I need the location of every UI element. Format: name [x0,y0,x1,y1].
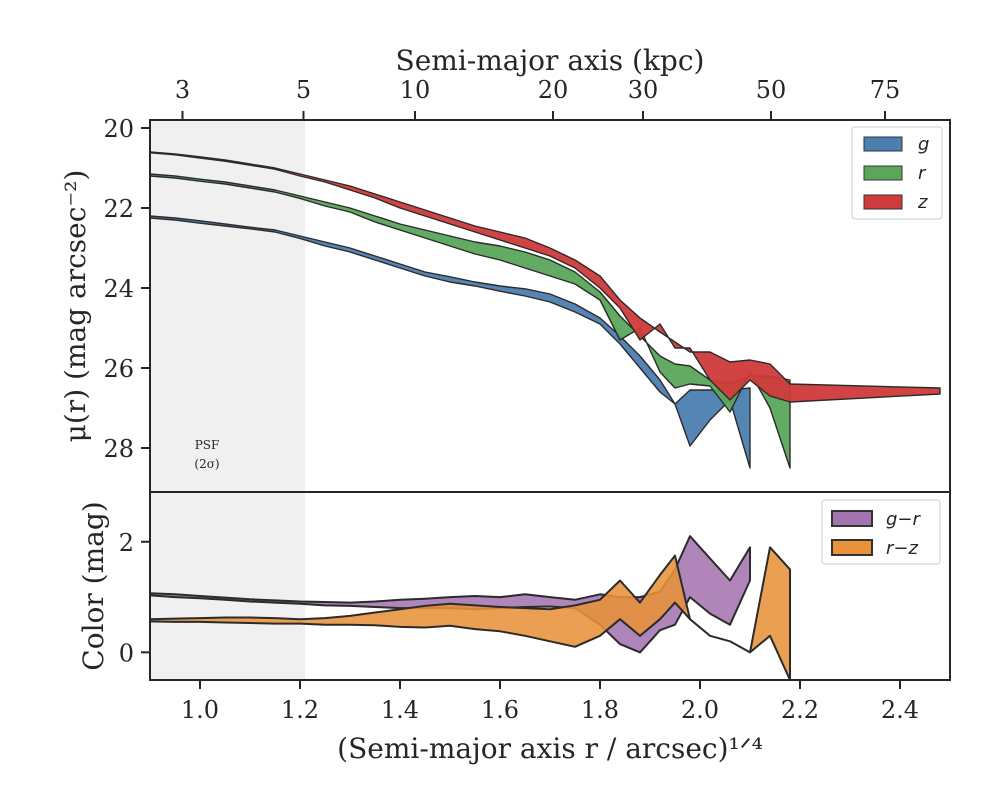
y-tick-label: 24 [103,275,134,303]
x-tick-label: 1.0 [181,696,219,724]
top-axis-label: Semi-major axis (kpc) [396,44,705,77]
y-tick-label: 2 [119,529,134,557]
legend-label-z: z [917,192,928,213]
psf-label-line2: (2σ) [194,457,219,471]
x-tick-label: 2.4 [881,696,919,724]
y-tick-label: 0 [119,639,134,667]
bottom-y-axis-label: Color (mag) [77,501,110,670]
color-panel: 02 1.0 1.2 1.4 1.6 1.8 2.0 2.2 2.4 Color (mag) … [77,491,951,765]
legend-swatch-r [863,165,903,181]
x-tick-label: 2.2 [781,696,819,724]
y-tick-label: 28 [103,435,134,463]
bottom-panel-frame [149,491,951,681]
series-band-g [149,215,751,469]
top-legend: g r z [851,126,943,220]
bottom-x-ticks: 1.0 1.2 1.4 1.6 1.8 2.0 2.2 2.4 [181,680,919,724]
y-tick-label: 26 [103,355,134,383]
bottom-legend: g−r r−z [821,499,941,565]
x-tick-label: 1.8 [581,696,619,724]
legend-label-g-minus-r: g−r [886,509,922,530]
top-y-ticks: 20 22 24 26 28 [103,115,150,463]
legend-swatch-r-minus-z [831,539,873,556]
y-tick-label: 20 [103,115,134,143]
x-tick-label: 1.6 [481,696,519,724]
top-series-layer [149,151,941,469]
kpc-tick-label: 75 [870,76,901,104]
bottom-y-ticks: 02 [119,529,150,667]
top-y-axis-label: μ(r) (mag arcsec⁻²) [59,170,92,443]
psf-label-line1: PSF [195,438,220,452]
series-band-r [149,173,791,469]
y-tick-label: 22 [103,195,134,223]
kpc-tick-label: 3 [175,76,190,104]
legend-label-r: r [918,163,927,184]
legend-swatch-z [863,194,903,210]
x-tick-label: 1.4 [381,696,419,724]
kpc-tick-label: 50 [756,76,787,104]
psf-shade-bottom [150,492,305,680]
x-tick-label: 1.2 [281,696,319,724]
legend-label-r-minus-z: r−z [886,538,918,559]
kpc-tick-label: 5 [296,76,311,104]
kpc-tick-label: 20 [538,76,569,104]
kpc-tick-label: 10 [400,76,431,104]
legend-swatch-g-minus-r [831,510,873,527]
series-band-z [149,151,941,403]
x-tick-label: 2.0 [681,696,719,724]
bottom-x-axis-label: (Semi-major axis r / arcsec)¹ᐟ⁴ [337,732,763,765]
kpc-tick-label: 30 [628,76,659,104]
legend-label-g: g [918,134,929,155]
legend-swatch-g [863,136,903,152]
top-kpc-ticks: 3 5 10 20 30 50 75 [175,76,900,120]
surface-brightness-panel: 20 22 24 26 28 3 5 10 20 30 50 75 Semi-major axis … [59,44,951,493]
